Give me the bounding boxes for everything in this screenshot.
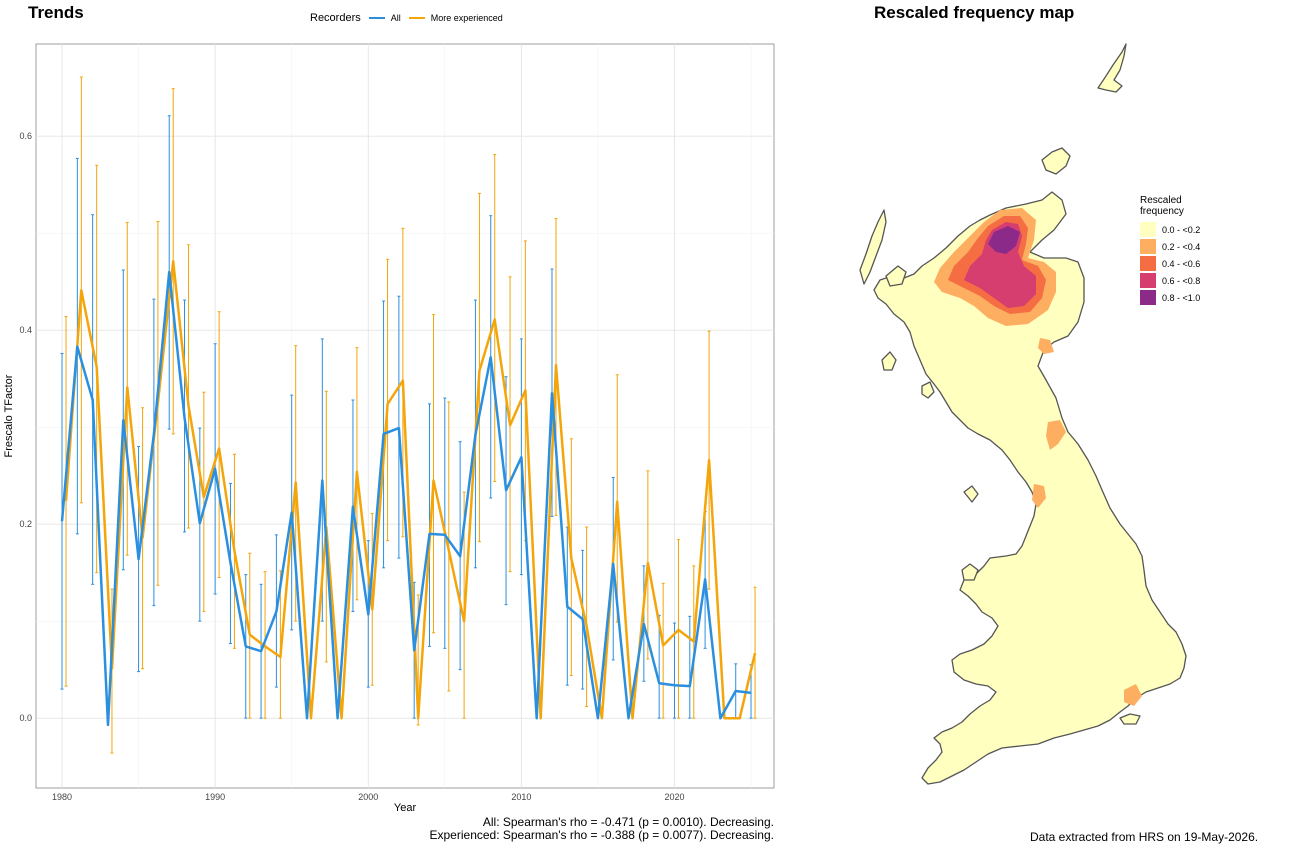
map-legend-swatch [1140, 239, 1156, 254]
trends-title: Trends [28, 3, 84, 22]
series [60, 76, 757, 754]
legend-item-experienced: More experienced [408, 13, 503, 23]
map-shetland [1097, 43, 1127, 93]
legend-swatch-all [368, 17, 385, 19]
frequency-map [859, 43, 1187, 785]
map-legend-row: 0.4 - <0.6 [1140, 255, 1200, 272]
map-legend-title-line1: Rescaled [1140, 195, 1182, 206]
map-legend-swatch [1140, 256, 1156, 271]
legend-item-all: All [368, 13, 401, 23]
map-skye [885, 265, 907, 287]
map-legend-title: Rescaled frequency [1140, 195, 1200, 217]
y-tick-label: 0.0 [19, 713, 32, 723]
legend-swatch-experienced [408, 17, 425, 19]
y-tick-label: 0.6 [19, 131, 32, 141]
stats-experienced: Experienced: Spearman's rho = -0.388 (p … [429, 828, 775, 842]
data-source-footer: Data extracted from HRS on 19-May-2026. [1030, 830, 1259, 844]
series-line-all [60, 270, 752, 727]
map-title: Rescaled frequency map [874, 3, 1075, 22]
x-axis-label: Year [394, 802, 417, 814]
map-legend-title-line2: frequency [1140, 206, 1184, 217]
map-legend-label: 0.2 - <0.4 [1162, 241, 1201, 252]
y-axis-label: Frescalo TFactor [3, 374, 15, 457]
map-legend-label: 0.6 - <0.8 [1162, 275, 1201, 286]
map-orkney [1041, 147, 1071, 175]
map-legend-swatch [1140, 273, 1156, 288]
trend-legend: Recorders All More experienced [310, 12, 503, 24]
x-tick-label: 1990 [205, 792, 225, 802]
axes: 0.0 0.2 0.4 0.6 1980 1990 2000 2010 2020 [19, 131, 684, 802]
map-west-patch [1032, 484, 1046, 508]
x-tick-label: 2010 [511, 792, 531, 802]
legend-label-experienced: More experienced [430, 13, 503, 23]
y-tick-label: 0.2 [19, 519, 32, 529]
map-outer-hebrides [859, 209, 887, 285]
trend-statistics: All: Spearman's rho = -0.471 (p = 0.0010… [430, 816, 775, 842]
map-south-patch [1124, 684, 1142, 706]
map-great-britain [873, 191, 1187, 785]
map-north-patch [1038, 338, 1054, 354]
map-islay [881, 351, 897, 371]
map-legend-row: 0.2 - <0.4 [1140, 238, 1200, 255]
x-tick-label: 2000 [358, 792, 378, 802]
map-anglesey [961, 563, 979, 581]
map-legend-swatch [1140, 290, 1156, 305]
map-legend: Rescaled frequency 0.0 - <0.2 0.2 - <0.4… [1140, 195, 1200, 306]
map-arran [921, 381, 935, 399]
map-isle-of-man [963, 485, 979, 503]
map-legend-row: 0.0 - <0.2 [1140, 221, 1200, 238]
x-tick-label: 2020 [664, 792, 684, 802]
map-legend-label: 0.8 - <1.0 [1162, 292, 1201, 303]
map-legend-swatch [1140, 222, 1156, 237]
map-legend-row: 0.8 - <1.0 [1140, 289, 1200, 306]
map-legend-label: 0.4 - <0.6 [1162, 258, 1201, 269]
map-isle-of-wight [1119, 713, 1141, 725]
legend-title: Recorders [310, 12, 361, 24]
y-tick-label: 0.4 [19, 325, 32, 335]
map-upper-frequency-zone [964, 222, 1036, 308]
x-tick-label: 1980 [52, 792, 72, 802]
map-east-patch [1046, 420, 1066, 450]
legend-label-all: All [390, 13, 401, 23]
map-legend-label: 0.0 - <0.2 [1162, 224, 1201, 235]
stats-all: All: Spearman's rho = -0.471 (p = 0.0010… [482, 815, 774, 829]
map-top-frequency-zone [988, 226, 1020, 254]
map-legend-row: 0.6 - <0.8 [1140, 272, 1200, 289]
trends-chart: 0.0 0.2 0.4 0.6 1980 1990 2000 2010 2020 Year Fr… [3, 43, 775, 814]
